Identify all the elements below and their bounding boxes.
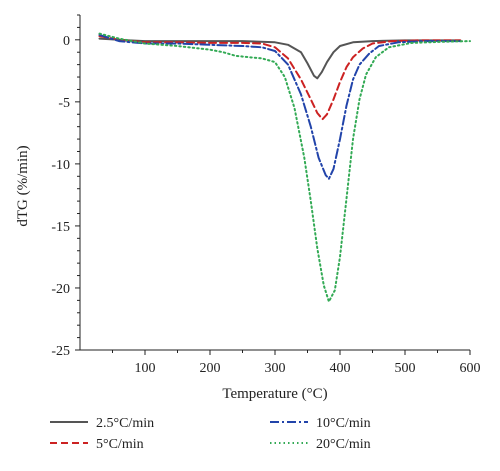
y-tick-label: -5 — [58, 96, 70, 111]
y-tick-label: -20 — [51, 282, 70, 297]
y-tick-label: 0 — [63, 34, 70, 49]
y-tick-label: -15 — [51, 220, 70, 235]
legend-label-0: 2.5°C/min — [96, 416, 154, 431]
axes: 0 -5 -10 -15 -20 -25 100 200 300 400 500 600 — [51, 14, 481, 376]
y-tick-label: -25 — [51, 344, 70, 359]
x-tick-label: 400 — [330, 361, 351, 376]
series-line-3 — [98, 32, 471, 303]
legend-label-3: 20°C/min — [316, 437, 371, 452]
series-line-1 — [98, 35, 462, 121]
x-tick-label: 600 — [460, 361, 481, 376]
series-line-0 — [98, 37, 462, 80]
x-tick-label: 300 — [265, 361, 286, 376]
legend: 2.5°C/min 5°C/min 10°C/min 20°C/min — [50, 416, 371, 452]
x-axis-label: Temperature (°C) — [222, 386, 327, 402]
series-line-2 — [98, 33, 462, 180]
x-tick-label: 100 — [135, 361, 156, 376]
y-axis-label: dTG (%/min) — [15, 145, 31, 226]
plot-area — [98, 32, 471, 303]
legend-label-1: 5°C/min — [96, 437, 144, 452]
y-tick-label: -10 — [51, 158, 70, 173]
legend-label-2: 10°C/min — [316, 416, 371, 431]
x-tick-label: 200 — [200, 361, 221, 376]
x-tick-label: 500 — [395, 361, 416, 376]
